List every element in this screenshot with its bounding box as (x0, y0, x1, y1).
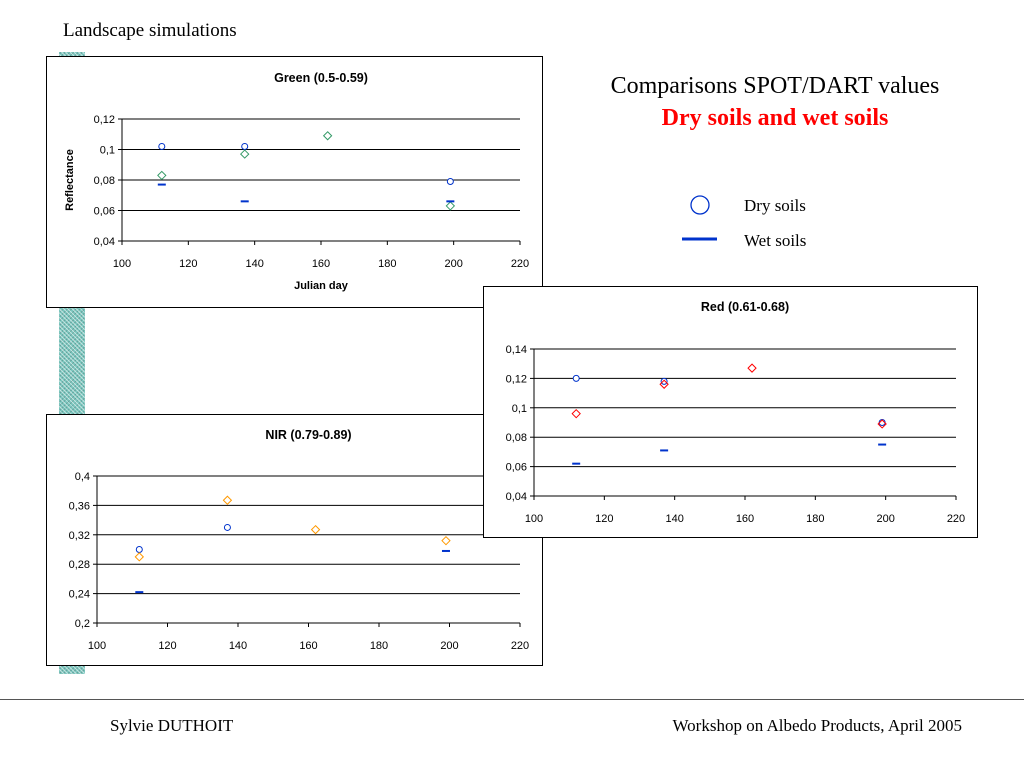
open-circle-icon (690, 195, 710, 215)
x-tick-label: 100 (113, 258, 131, 270)
x-tick-label: 120 (158, 640, 176, 652)
x-tick-label: 180 (806, 513, 824, 525)
footer-event: Workshop on Albedo Products, April 2005 (672, 716, 962, 735)
y-tick-label: 0,08 (94, 175, 115, 187)
y-tick-label: 0,36 (69, 500, 90, 512)
slide-title-line1: Comparisons SPOT/DART values (610, 73, 940, 99)
simulated-point (571, 408, 581, 419)
y-tick-label: 0,08 (506, 432, 527, 444)
y-tick-label: 0,12 (506, 373, 527, 385)
y-tick-label: 0,04 (94, 236, 115, 248)
y-tick-label: 0,4 (75, 471, 90, 483)
y-tick-label: 0,06 (506, 462, 527, 474)
simulated-point (240, 149, 250, 159)
x-tick-label: 140 (665, 513, 683, 525)
footer-author: Sylvie DUTHOIT (110, 716, 234, 735)
legend-label-dry: Dry soils (744, 196, 806, 215)
simulated-point (877, 419, 887, 429)
x-tick-label: 160 (312, 258, 330, 270)
simulated-point (659, 379, 669, 389)
y-tick-label: 0,32 (69, 530, 90, 542)
x-tick-label: 220 (511, 258, 529, 270)
y-tick-label: 0,1 (512, 403, 527, 415)
simulated-point (322, 131, 333, 141)
x-tick-label: 180 (378, 258, 396, 270)
simulated-point (441, 535, 451, 546)
dry-soil-point (135, 546, 143, 553)
y-tick-label: 0,24 (69, 589, 90, 601)
y-tick-label: 0,2 (75, 618, 90, 630)
x-tick-label: 120 (179, 258, 197, 270)
dry-soil-point (241, 142, 249, 150)
dry-soil-point (446, 178, 454, 186)
x-tick-label: 160 (299, 640, 317, 652)
x-tick-label: 100 (88, 640, 106, 652)
header-title: Landscape simulations (63, 20, 237, 41)
x-tick-label: 180 (370, 640, 388, 652)
green-y-axis-label: Reflectance (64, 149, 76, 211)
green-chart-svg: Green (0.5-0.59) 0,04 0,06 0,08 0,1 0,12 100 12… (64, 71, 529, 292)
legend-label-wet: Wet soils (744, 231, 807, 250)
simulated-point (747, 363, 757, 373)
slide-title: Comparisons SPOT/DART values Dry soils a… (560, 70, 990, 134)
dry-soil-point (660, 377, 668, 385)
y-tick-label: 0,04 (506, 491, 527, 503)
simulated-point (310, 524, 321, 535)
x-tick-label: 160 (736, 513, 754, 525)
chart-nir: NIR (0.79-0.89) 0,2 0,24 0,28 0,32 0,36 0,4 100… (46, 414, 543, 666)
y-tick-label: 0,14 (506, 344, 527, 356)
dry-soil-point (223, 523, 231, 531)
simulated-point (222, 495, 233, 505)
chart-green: Green (0.5-0.59) 0,04 0,06 0,08 0,1 0,12 100 12… (46, 56, 543, 308)
slide-title-line2: Dry soils and wet soils (661, 105, 889, 131)
x-tick-label: 140 (229, 640, 247, 652)
dry-soil-point (158, 142, 166, 150)
dash-icon (682, 237, 717, 241)
nir-chart-title: NIR (0.79-0.89) (265, 428, 351, 442)
x-tick-label: 100 (525, 513, 543, 525)
simulated-point (445, 201, 456, 211)
footer-divider (0, 699, 1024, 700)
x-tick-label: 200 (876, 513, 894, 525)
nir-chart-svg: NIR (0.79-0.89) 0,2 0,24 0,28 0,32 0,36 0,4 100… (69, 428, 530, 652)
x-tick-label: 200 (440, 640, 458, 652)
x-tick-label: 220 (511, 640, 529, 652)
green-chart-title: Green (0.5-0.59) (274, 71, 368, 85)
red-chart-title: Red (0.61-0.68) (701, 300, 789, 314)
y-tick-label: 0,28 (69, 559, 90, 571)
y-tick-label: 0,12 (94, 114, 115, 126)
x-tick-label: 120 (595, 513, 613, 525)
x-tick-label: 220 (947, 513, 965, 525)
simulated-point (134, 552, 145, 562)
x-tick-label: 200 (444, 258, 462, 270)
chart-red: Red (0.61-0.68) 0,04 0,06 0,08 0,1 0,12 0,14 10… (483, 286, 978, 538)
red-chart-svg: Red (0.61-0.68) 0,04 0,06 0,08 0,1 0,12 0,14 10… (506, 300, 966, 525)
y-tick-label: 0,06 (94, 206, 115, 218)
y-tick-label: 0,1 (100, 145, 115, 157)
simulated-point (157, 170, 167, 181)
x-tick-label: 140 (245, 258, 263, 270)
green-x-axis-label: Julian day (294, 280, 349, 292)
dry-soil-point (572, 374, 580, 382)
